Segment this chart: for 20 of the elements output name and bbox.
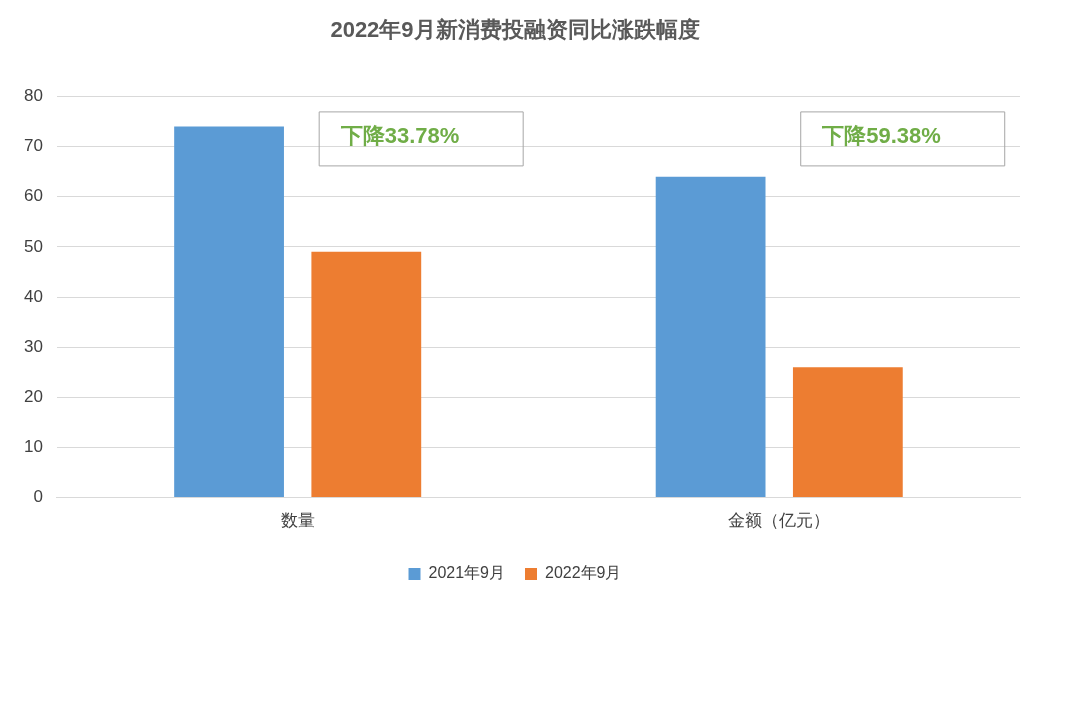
bar [174, 126, 284, 498]
x-tick-label: 金额（亿元） [728, 511, 831, 531]
annotation: 下降33.78% [339, 123, 460, 149]
y-tick-label: 40 [23, 286, 43, 306]
legend-label: 2021年9月 [428, 564, 506, 582]
y-tick-label: 70 [23, 136, 43, 156]
y-tick-label: 10 [23, 437, 43, 457]
bar [655, 176, 766, 498]
y-tick-label: 0 [33, 487, 43, 507]
y-tick-label: 20 [23, 386, 43, 406]
y-tick-label: 50 [23, 236, 43, 256]
bar [311, 251, 422, 498]
y-tick-label: 60 [23, 186, 43, 206]
y-tick-label: 80 [23, 86, 43, 106]
bar [792, 367, 903, 498]
x-tick-label: 数量 [280, 511, 315, 531]
y-tick-label: 30 [23, 336, 43, 356]
chart-title: 2022年9月新消费投融资同比涨跌幅度 [330, 17, 700, 43]
legend-label: 2022年9月 [545, 564, 622, 582]
annotation: 下降59.38% [821, 123, 941, 149]
